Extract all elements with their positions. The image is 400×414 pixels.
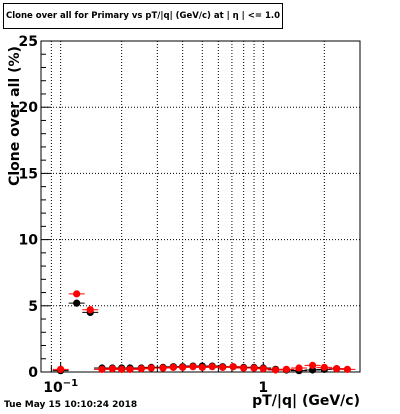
x-tick-label: 1	[258, 380, 268, 396]
axis-ticks	[40, 40, 361, 373]
data-point	[343, 365, 352, 373]
data-point	[159, 364, 167, 372]
y-tick-label: 10	[19, 233, 39, 249]
data-point	[73, 290, 81, 298]
chart-title: Clone over all for Primary vs pT/|q| (Ge…	[3, 3, 283, 29]
data-series	[52, 290, 356, 375]
data-point	[179, 363, 187, 371]
data-point	[333, 365, 341, 373]
data-point	[295, 364, 303, 372]
y-tick-label: 25	[19, 34, 38, 50]
y-tick-label: 5	[28, 299, 38, 315]
data-point	[189, 363, 197, 371]
data-point	[308, 361, 317, 369]
data-point	[250, 364, 258, 372]
x-tick-labels: 10−1 1	[43, 378, 268, 396]
y-tick-label: 0	[28, 365, 38, 381]
data-point	[98, 365, 106, 373]
data-point	[137, 365, 145, 373]
series-1	[52, 290, 356, 374]
data-point	[169, 363, 177, 371]
y-tick-label: 20	[19, 100, 39, 116]
series-0	[52, 299, 345, 375]
data-point	[147, 364, 155, 372]
data-point	[198, 363, 206, 371]
x-axis-title: pT/|q| (GeV/c)	[252, 393, 360, 409]
data-point	[320, 363, 328, 371]
plot-frame	[40, 40, 361, 373]
data-point	[126, 365, 134, 373]
x-tick-exponent: −1	[63, 378, 78, 389]
data-point	[219, 363, 227, 371]
y-tick-labels: 0 5 10 15 20 25	[19, 34, 39, 381]
data-point	[282, 365, 290, 373]
data-point	[240, 364, 248, 372]
data-point	[118, 365, 126, 373]
data-point	[86, 306, 94, 314]
data-point	[108, 365, 116, 373]
y-axis-title: Clone over all (%)	[7, 46, 23, 186]
data-point	[272, 366, 280, 374]
data-point	[259, 365, 267, 373]
data-point	[73, 299, 81, 307]
y-tick-label: 15	[19, 166, 38, 182]
data-point	[229, 363, 237, 371]
data-point	[57, 365, 65, 373]
grid	[40, 41, 361, 372]
timestamp: Tue May 15 10:10:24 2018	[4, 400, 138, 410]
x-tick-label: 10−1	[43, 378, 78, 396]
data-point	[208, 363, 216, 371]
